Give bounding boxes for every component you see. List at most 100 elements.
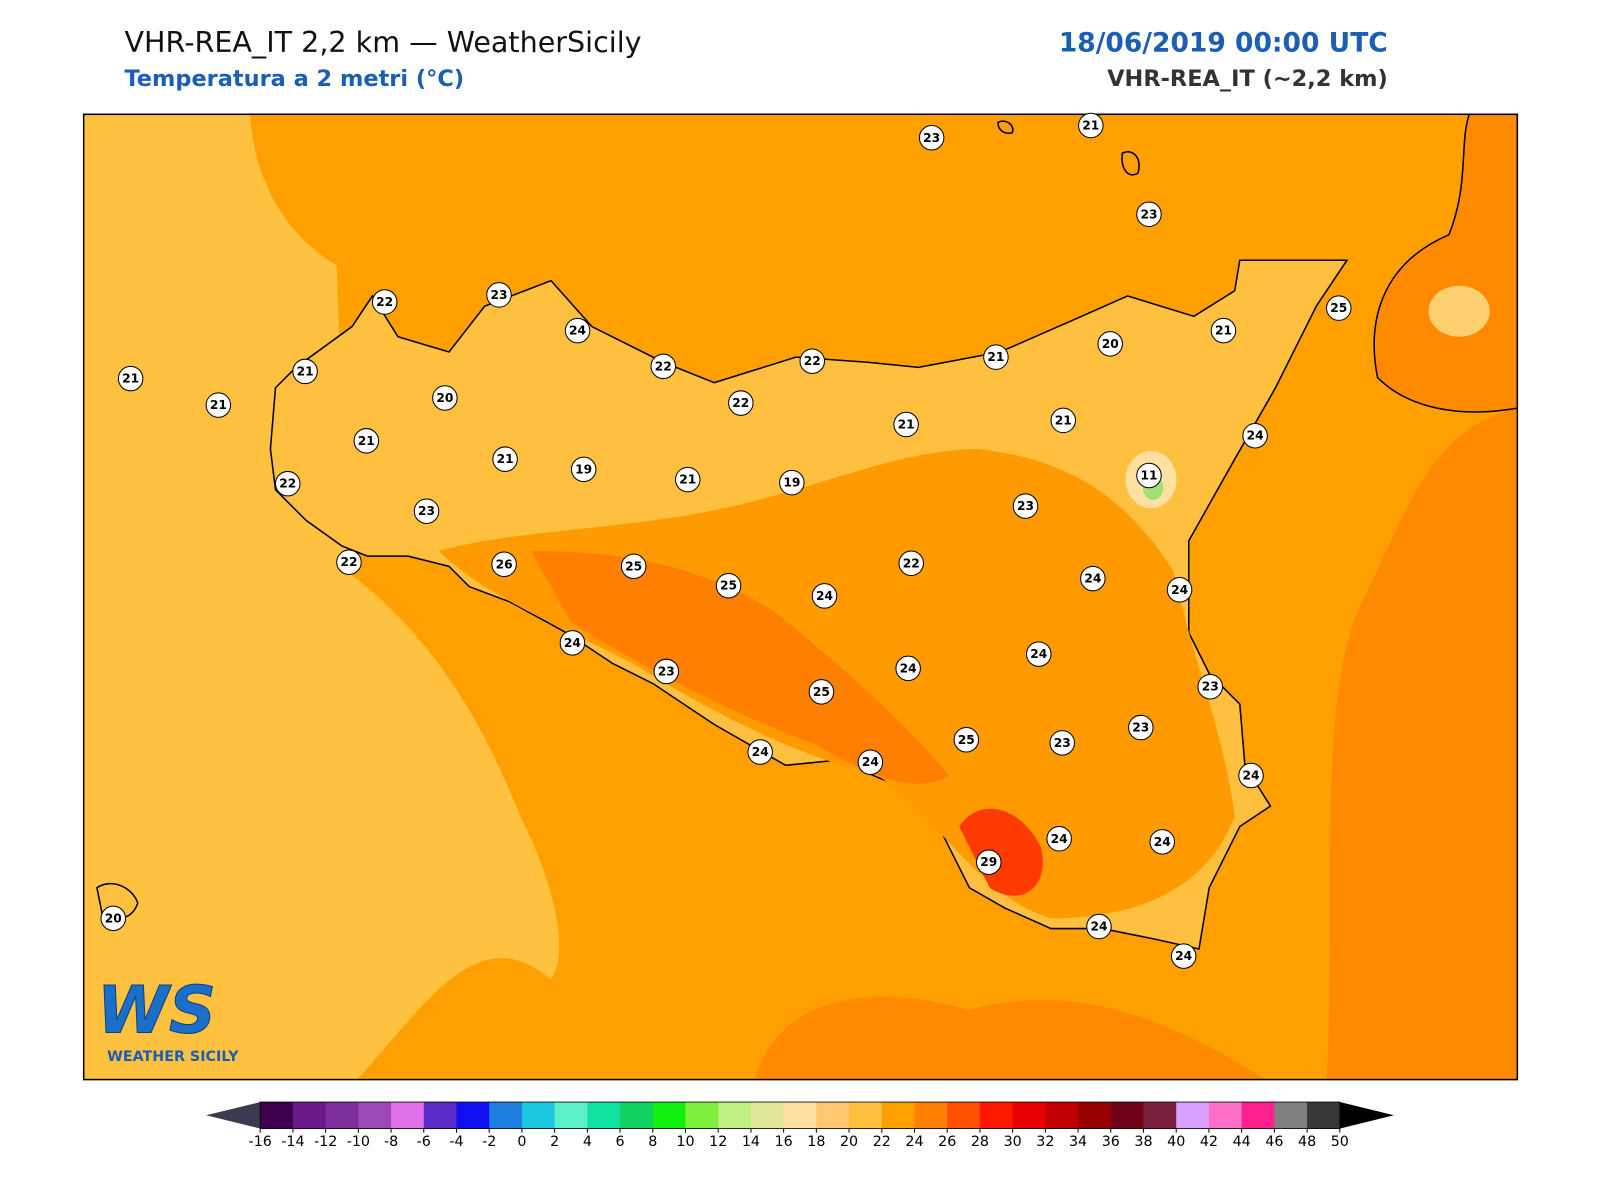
station-value: 21 [497,452,514,466]
station-marker [918,125,945,151]
station-value: 24 [1051,832,1068,846]
colorbar-tick-label: 4 [583,1134,592,1150]
station-marker [715,572,742,599]
station-marker [895,655,921,682]
station-marker [1238,762,1264,789]
colorbar-tick-label: 6 [616,1134,625,1150]
station-value: 22 [804,354,821,368]
colorbar-segment [849,1102,883,1129]
station-marker [653,658,680,685]
colorbar-segment [914,1102,948,1129]
stations: 23 21 23 22 23 24 22 22 21 20 21 25 21 21 21 20 22 21 21 24… [100,112,1352,969]
station-value: 21 [358,434,375,448]
colorbar-tick-label: 36 [1102,1134,1120,1150]
station-value: 26 [496,557,513,571]
colorbar-segment [979,1102,1014,1129]
station-marker [728,390,754,416]
station-marker [1080,565,1106,592]
colorbar-tick-label: 14 [742,1134,760,1150]
sea-warm-area [755,996,1266,1080]
station-value: 24 [816,589,833,603]
sea-cool-area [83,114,560,1080]
station-marker [1136,201,1162,228]
station-value: 23 [1017,499,1034,513]
colorbar-tick-label: -8 [384,1134,398,1150]
colorbar-segment [718,1102,752,1129]
colorbar-segment [620,1102,654,1129]
station-marker [898,550,924,577]
colorbar-tick-label: 42 [1200,1134,1218,1150]
station-value: 21 [1215,324,1232,338]
station-marker [1050,407,1077,434]
colorbar-segment [456,1102,490,1129]
station-value: 25 [720,579,737,593]
colorbar-tick-label: 18 [807,1134,825,1150]
station-marker [808,679,835,705]
station-value: 24 [862,755,879,769]
station-value: 19 [783,476,800,490]
colorbar-tick-label: 26 [938,1134,956,1150]
colorbar-segment [391,1102,425,1129]
station-value: 23 [1202,680,1219,694]
station-value: 23 [923,131,940,145]
station-value: 20 [105,911,122,925]
colorbar-tick-label: -14 [281,1134,304,1150]
station-value: 22 [655,359,672,373]
station-value: 11 [1140,469,1157,483]
colorbar-segment [521,1102,556,1129]
station-value: 24 [752,745,769,759]
station-value: 25 [958,733,975,747]
colorbar-tick-label: 2 [550,1134,559,1150]
station-value: 25 [625,559,642,573]
station-marker [1242,422,1268,449]
station-value: 24 [900,661,917,675]
colorbar-tick-label: 22 [873,1134,891,1150]
colorbar-segment [1110,1102,1145,1129]
station-value: 21 [297,364,314,378]
colorbar-tick-label: 20 [840,1134,858,1150]
colorbar-tick-label: 48 [1298,1134,1316,1150]
subtitle: Temperatura a 2 metri (°C) [124,66,464,92]
colorbar-segment [358,1102,392,1129]
station-value: 21 [122,372,139,386]
station-value: 25 [813,685,830,699]
colorbar-segment [587,1102,621,1129]
station-marker [1049,730,1075,756]
colorbar-tick-label: 16 [775,1134,793,1150]
colorbar-tick-label: 50 [1331,1134,1349,1150]
station-value: 23 [658,664,675,678]
station-marker [1097,331,1123,357]
colorbar-segment [1078,1102,1112,1129]
colorbar-tick-label: 28 [971,1134,989,1150]
station-value: 22 [279,477,296,491]
calabria [1373,114,1518,413]
station-marker [1326,295,1352,321]
datetime: 18/06/2019 00:00 UTC [1059,27,1388,58]
colorbar-segment [489,1102,523,1129]
hot-spot [959,808,1043,896]
calabria-cool-spot [1428,285,1490,337]
station-value: 20 [1102,337,1119,351]
colorbar-segment [1012,1102,1046,1129]
logo-initials: WS [97,973,216,1049]
station-marker [564,317,591,344]
station-marker [413,498,440,524]
station-marker [1136,462,1162,489]
station-marker [620,553,647,580]
station-value: 23 [1132,721,1149,735]
colorbar-segment [750,1102,785,1129]
station-marker [953,727,980,753]
station-marker [1078,112,1104,139]
colorbar-segment [1208,1102,1243,1129]
colorbar-tick-label: -2 [482,1134,496,1150]
colorbar-segment [1176,1102,1210,1129]
colorbar-segment [783,1102,817,1129]
colorbar-segment [325,1102,359,1129]
colorbar-tick-label: 40 [1167,1134,1185,1150]
station-value: 21 [210,398,227,412]
station-marker [1046,826,1072,852]
map-frame [82,113,1519,1081]
station-marker [675,466,701,493]
station-value: 24 [1090,920,1107,934]
